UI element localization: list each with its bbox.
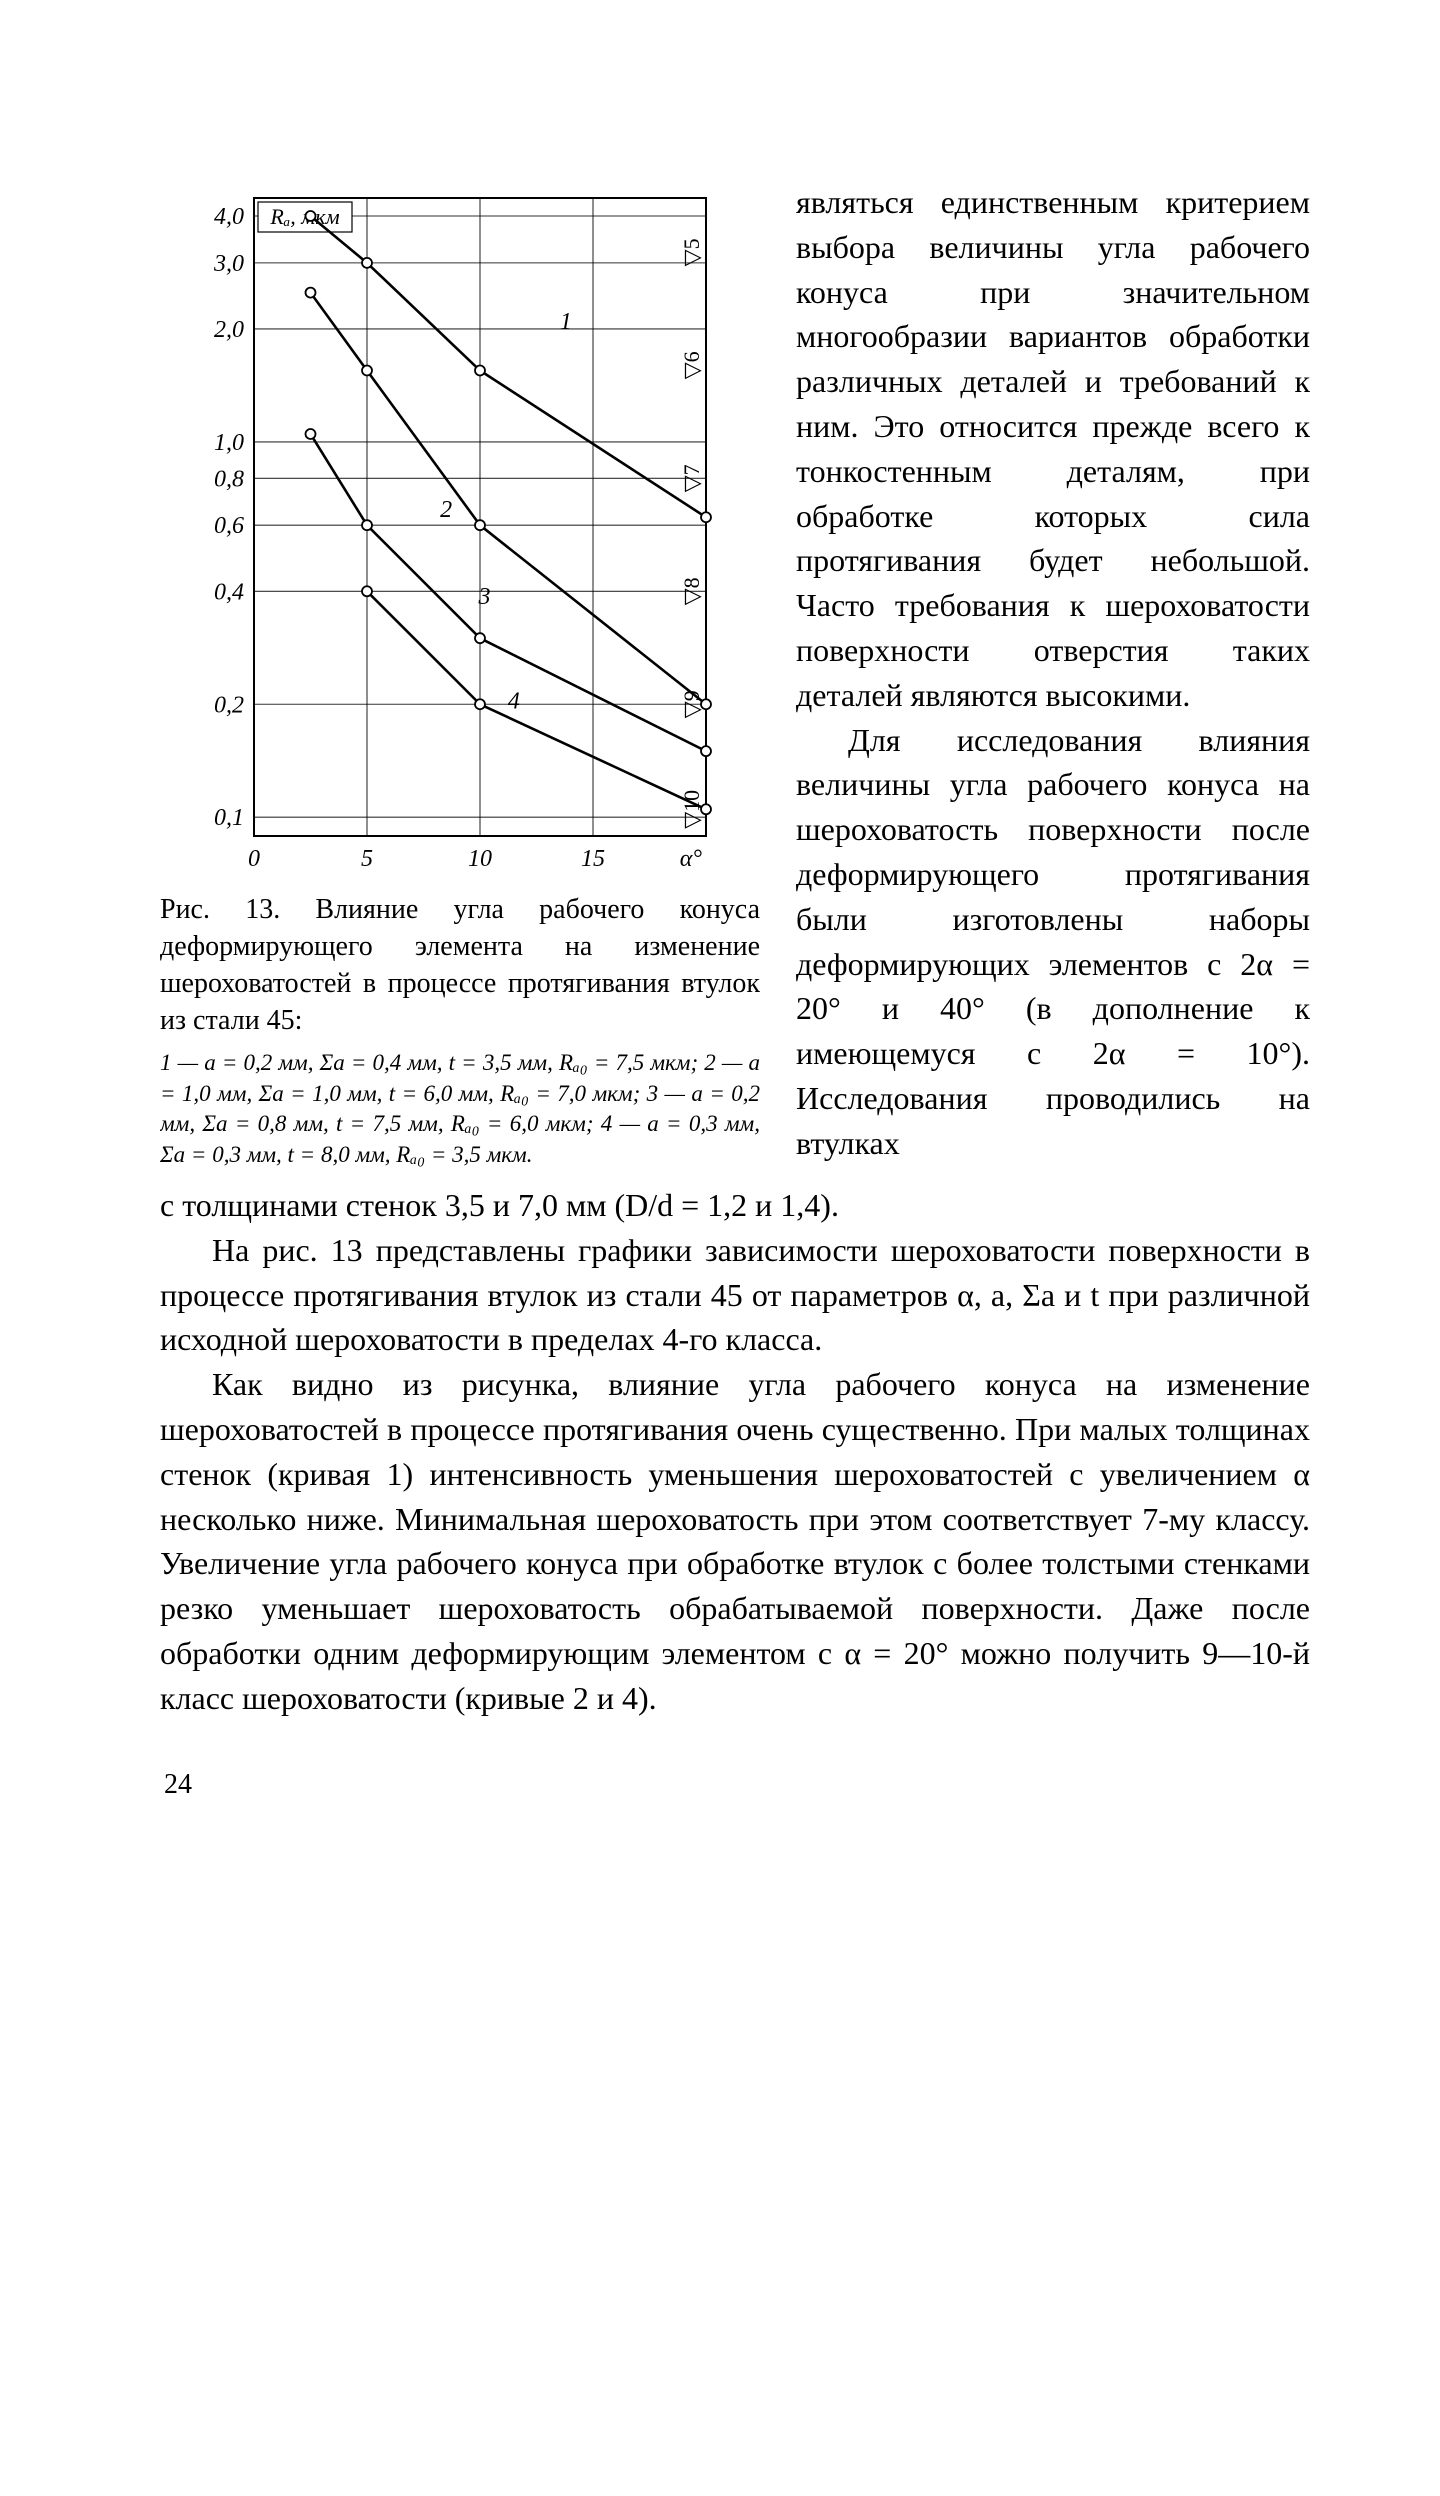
svg-text:0,1: 0,1 xyxy=(214,805,244,831)
svg-text:0,8: 0,8 xyxy=(214,466,244,492)
figure-13-chart: 0,1 0,2 0,4 0,6 0,8 1,0 2,0 3,0 4,0 0 5 10 15 α° Rₐ, м… xyxy=(176,180,756,880)
page-number: 24 xyxy=(164,1769,1310,1801)
body-para-3: На рис. 13 представлены графики зависимо… xyxy=(160,1228,1310,1362)
svg-text:3,0: 3,0 xyxy=(213,251,244,277)
figure-legend: 1 — a = 0,2 мм, Σa = 0,4 мм, t = 3,5 мм,… xyxy=(160,1048,760,1171)
svg-text:▽5: ▽5 xyxy=(679,238,704,266)
svg-text:3: 3 xyxy=(478,584,491,610)
svg-text:0,4: 0,4 xyxy=(214,579,244,605)
body-para-2-continued: с толщинами стенок 3,5 и 7,0 мм (D/d = 1… xyxy=(160,1183,1310,1228)
svg-text:10: 10 xyxy=(468,846,492,872)
svg-text:0,2: 0,2 xyxy=(214,692,244,718)
svg-text:1,0: 1,0 xyxy=(214,430,244,456)
body-para-4: Как видно из рисунка, влияние угла рабоч… xyxy=(160,1362,1310,1720)
svg-text:5: 5 xyxy=(361,846,373,872)
svg-text:4: 4 xyxy=(508,688,520,714)
svg-text:▽7: ▽7 xyxy=(679,464,704,492)
svg-text:0,6: 0,6 xyxy=(214,513,244,539)
svg-text:0: 0 xyxy=(248,846,260,872)
figure-caption: Рис. 13. Влияние угла рабочего конуса де… xyxy=(160,892,760,1040)
svg-text:▽10: ▽10 xyxy=(679,790,704,829)
svg-text:▽8: ▽8 xyxy=(679,577,704,605)
svg-text:α°: α° xyxy=(680,846,703,872)
figure-13-block: 0,1 0,2 0,4 0,6 0,8 1,0 2,0 3,0 4,0 0 5 10 15 α° Rₐ, м… xyxy=(160,180,760,1171)
svg-text:2,0: 2,0 xyxy=(214,317,244,343)
svg-text:▽6: ▽6 xyxy=(679,351,704,379)
svg-text:▽9: ▽9 xyxy=(679,690,704,718)
svg-text:4,0: 4,0 xyxy=(214,204,244,230)
svg-text:2: 2 xyxy=(440,497,452,523)
svg-text:1: 1 xyxy=(560,309,572,335)
svg-text:15: 15 xyxy=(581,846,605,872)
svg-text:Rₐ, мкм: Rₐ, мкм xyxy=(269,204,339,229)
